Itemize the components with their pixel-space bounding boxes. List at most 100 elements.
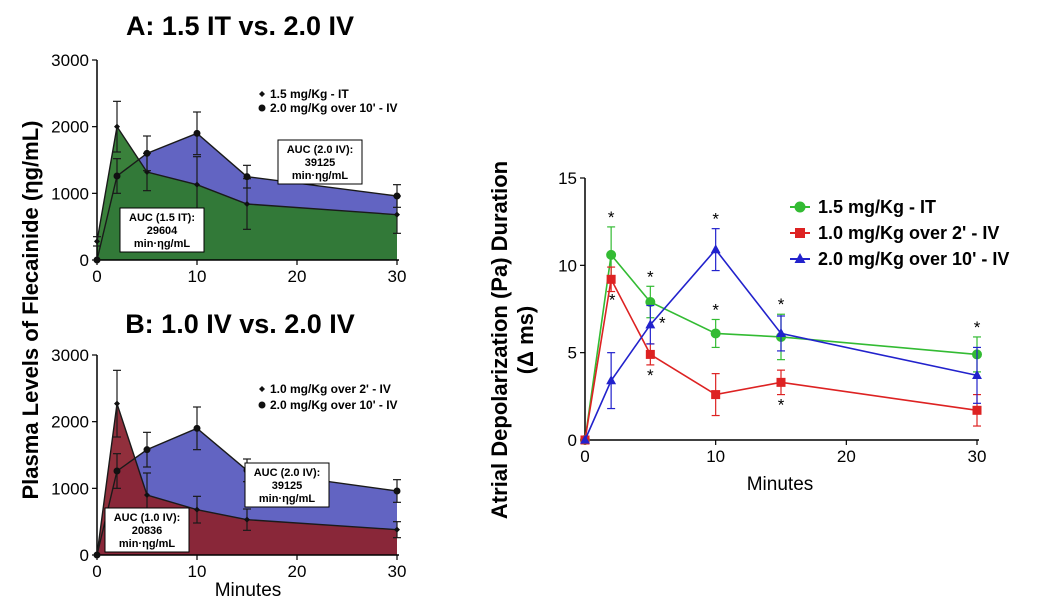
data-point-series-1 xyxy=(144,492,150,498)
data-point-series-1 xyxy=(194,181,200,188)
y-tick-label: 1000 xyxy=(51,479,89,498)
x-tick-label: 0 xyxy=(92,562,101,581)
data-point-series-3 xyxy=(645,319,656,329)
significance-star: * xyxy=(778,396,785,415)
panel-c-legend: 1.5 mg/Kg - IT 1.0 mg/Kg over 2' - IV 2.0 … xyxy=(790,197,1009,269)
auc-annotation-text: 20836 xyxy=(132,525,163,537)
x-tick-label: 30 xyxy=(968,447,987,466)
data-point-series-2 xyxy=(143,446,151,454)
legend-marker xyxy=(795,228,805,238)
data-point-series-2 xyxy=(606,274,616,284)
data-point-series-3 xyxy=(972,369,982,379)
y-tick-label: 2000 xyxy=(51,413,89,432)
y-tick-label: 10 xyxy=(558,256,577,275)
data-point-series-2 xyxy=(243,173,251,181)
data-point-series-1 xyxy=(94,238,100,245)
legend-label: 1.0 mg/Kg over 2' - IV xyxy=(270,382,391,396)
y-tick-label: 15 xyxy=(558,169,577,188)
data-point-series-1 xyxy=(394,526,400,533)
data-point-series-3 xyxy=(710,244,721,254)
y-tick-label: 3000 xyxy=(51,51,89,70)
y-tick-label: 0 xyxy=(568,431,577,450)
significance-star: * xyxy=(712,300,719,319)
panel-a-legend: 1.5 mg/Kg - IT2.0 mg/Kg over 10' - IV xyxy=(258,87,398,115)
significance-star: * xyxy=(974,318,981,337)
significance-star: * xyxy=(659,314,666,333)
series-line-2 xyxy=(96,132,398,261)
auc-annotation-text: 39125 xyxy=(272,480,303,492)
auc-annotation-text: AUC (1.0 IV): xyxy=(114,512,181,524)
data-point-series-1 xyxy=(710,328,721,339)
significance-star: * xyxy=(647,267,654,286)
auc-annotation-box xyxy=(277,139,363,185)
legend-marker xyxy=(794,253,806,263)
significance-star: * xyxy=(609,291,616,310)
data-point-series-2 xyxy=(776,377,786,387)
data-point-series-1 xyxy=(114,123,120,130)
y-tick-label: 2000 xyxy=(51,118,89,137)
legend-label: 1.5 mg/Kg - IT xyxy=(270,87,349,101)
auc-annotation-box xyxy=(104,507,190,553)
legend-marker xyxy=(794,201,806,213)
y-tick-label: 1000 xyxy=(51,184,89,203)
panel-c-x-axis-label: Minutes xyxy=(747,474,814,495)
x-tick-label: 20 xyxy=(288,267,307,286)
series-line-1 xyxy=(96,403,398,556)
legend-marker xyxy=(259,91,265,97)
y-tick-label: 0 xyxy=(80,546,89,565)
x-tick-label: 0 xyxy=(580,447,589,466)
panel-c-y-axis-label-line1: Atrial Depolarization (Pa) Duration xyxy=(487,161,512,519)
data-point-series-1 xyxy=(244,201,250,207)
series-line-1 xyxy=(96,124,398,242)
data-point-series-3 xyxy=(776,328,786,338)
data-point-series-3 xyxy=(580,434,590,444)
panel-b-legend: 1.0 mg/Kg over 2' - IV 2.0 mg/Kg over 10'… xyxy=(258,382,398,412)
data-point-series-2 xyxy=(393,192,401,200)
data-point-series-1 xyxy=(114,400,120,407)
data-point-series-1 xyxy=(606,249,617,260)
y-tick-label: 0 xyxy=(80,251,89,270)
x-tick-label: 30 xyxy=(388,562,407,581)
auc-annotation-text: min·ηg/mL xyxy=(259,493,315,505)
auc-annotation-text: 39125 xyxy=(305,157,336,169)
y-tick-label: 3000 xyxy=(51,346,89,365)
legend-label: 2.0 mg/Kg over 10' - IV xyxy=(270,101,398,115)
data-point-series-2 xyxy=(972,405,982,415)
shared-y-axis-label: Plasma Levels of Flecainide (ηg/mL) xyxy=(18,121,43,500)
legend-label: 2.0 mg/Kg over 10' - IV xyxy=(270,398,398,412)
panel-b-chart: B: 1.0 IV vs. 2.0 IV 0 10 20 30 0 1000 2000 300… xyxy=(51,309,406,601)
data-point-series-2 xyxy=(113,172,121,180)
data-point-series-2 xyxy=(193,424,201,432)
legend-label: 1.0 mg/Kg over 2' - IV xyxy=(818,223,999,243)
data-point-series-1 xyxy=(244,516,250,523)
significance-star: * xyxy=(778,295,785,314)
auc-annotation-box xyxy=(119,207,205,253)
x-tick-label: 10 xyxy=(188,267,207,286)
data-point-series-2 xyxy=(93,256,101,264)
x-tick-label: 20 xyxy=(288,562,307,581)
x-tick-label: 10 xyxy=(188,562,207,581)
panel-c-chart: Atrial Depolarization (Pa) Duration (Δ m… xyxy=(487,161,1009,519)
x-tick-label: 20 xyxy=(837,447,856,466)
panel-a-title: A: 1.5 IT vs. 2.0 IV xyxy=(126,11,354,41)
legend-marker xyxy=(258,104,266,112)
auc-annotation-text: min·ηg/mL xyxy=(134,238,190,250)
series-line-3 xyxy=(584,248,978,441)
panel-c-y-axis-label-line2: (Δ ms) xyxy=(513,306,538,374)
panel-b-x-axis-label: Minutes xyxy=(215,580,282,601)
auc-annotation-text: AUC (2.0 IV): xyxy=(287,144,354,156)
data-point-series-3 xyxy=(606,375,617,385)
significance-star: * xyxy=(608,208,615,227)
legend-label: 2.0 mg/Kg over 10' - IV xyxy=(818,249,1009,269)
auc-annotation-text: 29604 xyxy=(147,225,178,237)
x-tick-label: 30 xyxy=(388,267,407,286)
data-point-series-2 xyxy=(645,349,655,359)
data-point-series-2 xyxy=(393,487,401,495)
x-tick-label: 10 xyxy=(706,447,725,466)
data-point-series-1 xyxy=(194,506,200,513)
legend-marker xyxy=(258,401,266,409)
data-point-series-1 xyxy=(394,211,400,218)
panel-b-title: B: 1.0 IV vs. 2.0 IV xyxy=(125,309,355,339)
significance-star: * xyxy=(712,210,719,229)
auc-annotation-text: AUC (2.0 IV): xyxy=(254,467,321,479)
